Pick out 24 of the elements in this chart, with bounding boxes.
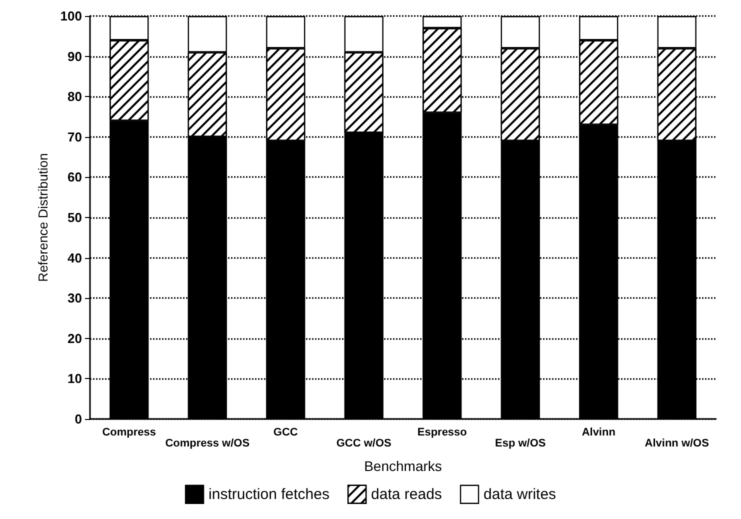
y-tick-label: 60 — [68, 170, 82, 185]
x-tick-label: Alvinn w/OS — [644, 438, 709, 450]
x-axis-title: Benchmarks — [364, 458, 442, 474]
y-tick-label: 90 — [68, 48, 82, 64]
y-tick-label: 10 — [68, 371, 82, 386]
x-tick-label: Espresso — [417, 426, 468, 438]
x-tick-label: Compress — [102, 426, 156, 438]
x-tick-label: Alvinn — [582, 426, 616, 438]
x-tick-label: GCC w/OS — [336, 438, 392, 450]
y-tick-label: 30 — [68, 290, 82, 306]
y-tick-label: 80 — [68, 89, 82, 104]
x-tick-label: Compress w/OS — [165, 438, 250, 450]
legend-label: data reads — [371, 486, 442, 503]
y-tick-label: 70 — [68, 129, 82, 144]
legend-label: data writes — [484, 486, 556, 503]
y-tick-label: 0 — [74, 412, 82, 426]
x-tick-label: Esp w/OS — [495, 438, 546, 450]
legend-label: instruction fetches — [208, 486, 330, 503]
y-tick-label: 40 — [68, 250, 82, 266]
y-axis-title: Reference Distribution — [35, 153, 50, 282]
y-tick-label: 50 — [68, 210, 82, 225]
y-tick-label: 20 — [68, 330, 82, 346]
y-tick-label: 100 — [60, 8, 82, 24]
x-tick-label: GCC — [273, 426, 298, 438]
